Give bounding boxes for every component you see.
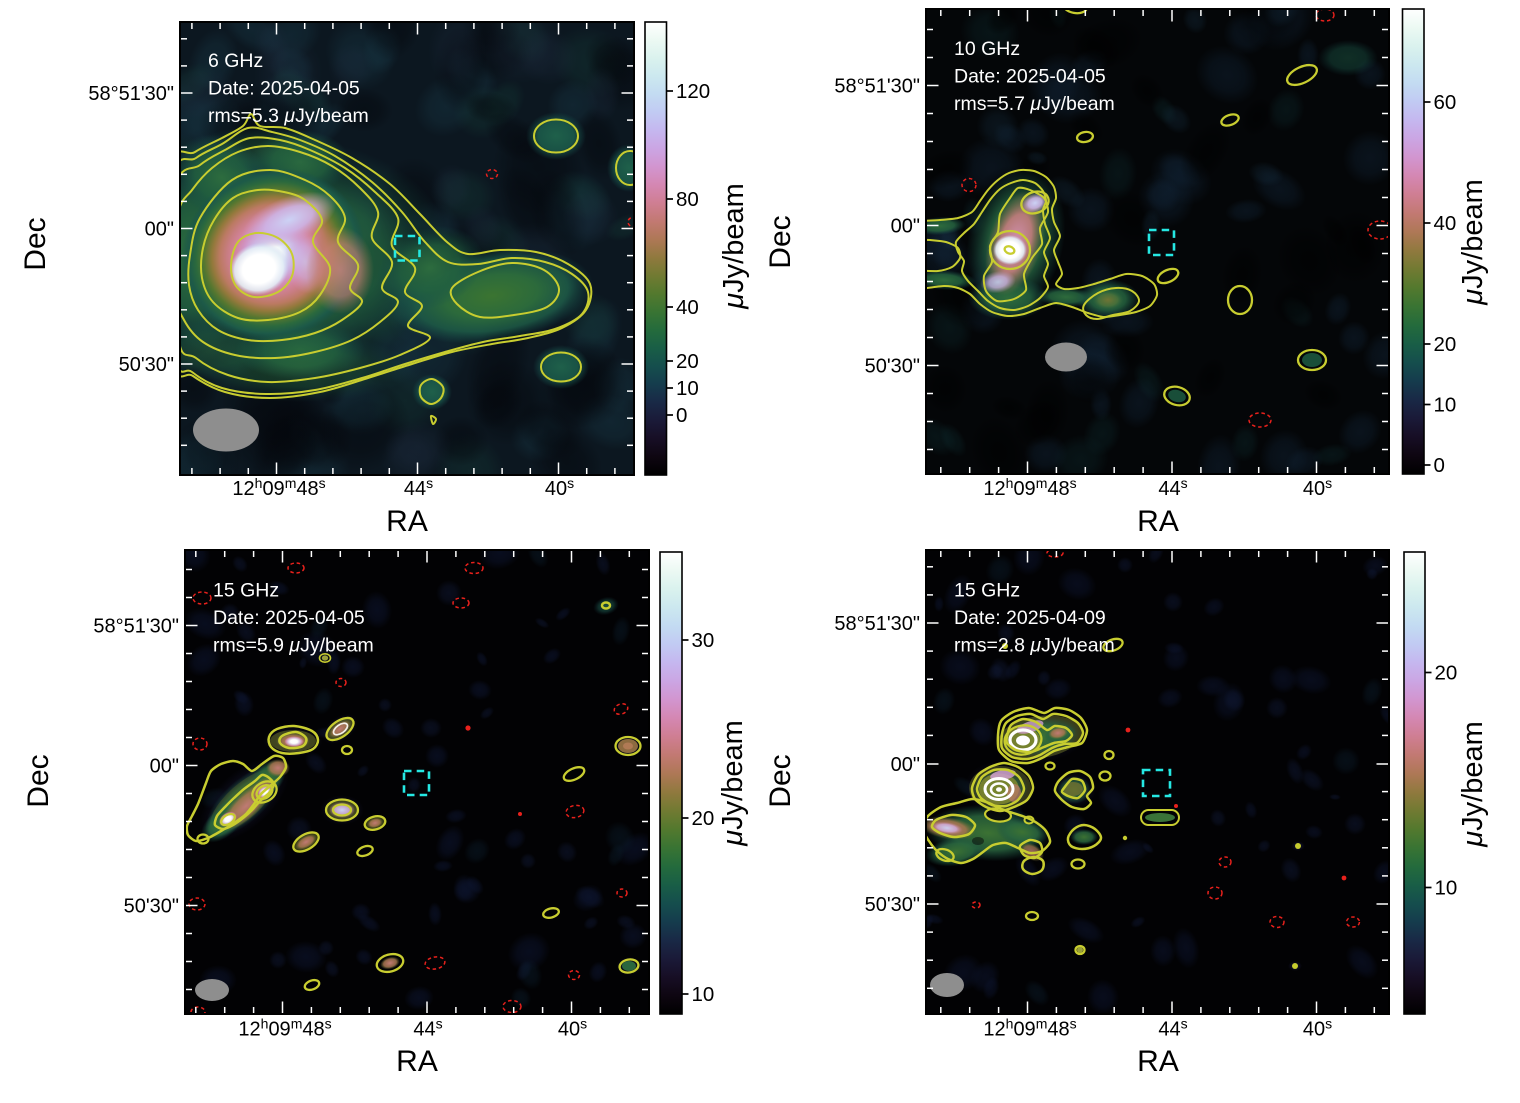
svg-text:10 GHz: 10 GHz <box>954 38 1020 60</box>
svg-text:μJy/beam: μJy/beam <box>718 183 750 310</box>
svg-text:40: 40 <box>1434 212 1457 235</box>
svg-text:50'30": 50'30" <box>865 894 920 916</box>
svg-text:20: 20 <box>676 350 699 373</box>
svg-text:44s: 44s <box>404 475 433 500</box>
svg-text:50'30": 50'30" <box>119 354 174 376</box>
svg-text:12h09m48s: 12h09m48s <box>983 475 1076 500</box>
svg-text:Dec: Dec <box>764 215 797 268</box>
svg-text:20: 20 <box>692 807 715 830</box>
svg-text:μJy/beam: μJy/beam <box>717 720 749 847</box>
svg-text:Date: 2025-04-05: Date: 2025-04-05 <box>213 607 365 629</box>
svg-text:15 GHz: 15 GHz <box>954 580 1020 602</box>
svg-text:10: 10 <box>1434 394 1457 417</box>
svg-text:80: 80 <box>676 188 699 211</box>
svg-text:0: 0 <box>1434 454 1445 477</box>
svg-text:30: 30 <box>692 629 715 652</box>
svg-text:rms=5.3 μJy/beam: rms=5.3 μJy/beam <box>208 105 369 127</box>
svg-text:RA: RA <box>1137 505 1179 538</box>
svg-text:6 GHz: 6 GHz <box>208 50 263 72</box>
svg-text:μJy/beam: μJy/beam <box>1457 179 1489 306</box>
svg-text:00": 00" <box>145 219 174 241</box>
svg-text:rms=2.8 μJy/beam: rms=2.8 μJy/beam <box>954 635 1115 657</box>
svg-text:Date: 2025-04-05: Date: 2025-04-05 <box>954 66 1106 88</box>
svg-text:44s: 44s <box>1158 1016 1187 1041</box>
svg-text:10: 10 <box>1435 877 1458 900</box>
svg-text:58°51'30": 58°51'30" <box>93 616 179 638</box>
svg-text:00": 00" <box>150 756 179 778</box>
svg-text:58°51'30": 58°51'30" <box>834 613 920 635</box>
svg-text:10: 10 <box>676 377 699 400</box>
svg-text:0: 0 <box>676 404 687 427</box>
svg-text:Dec: Dec <box>19 217 52 270</box>
svg-text:50'30": 50'30" <box>865 356 920 378</box>
svg-text:RA: RA <box>396 1045 438 1078</box>
svg-text:00": 00" <box>891 216 920 238</box>
svg-text:40: 40 <box>676 296 699 319</box>
svg-text:50'30": 50'30" <box>124 896 179 918</box>
svg-text:20: 20 <box>1434 333 1457 356</box>
svg-text:58°51'30": 58°51'30" <box>88 83 174 105</box>
svg-text:40s: 40s <box>558 1016 587 1041</box>
svg-text:40s: 40s <box>1303 475 1332 500</box>
svg-text:12h09m48s: 12h09m48s <box>238 1016 331 1041</box>
svg-text:RA: RA <box>1137 1045 1179 1078</box>
svg-text:μJy/beam: μJy/beam <box>1457 721 1489 848</box>
svg-text:60: 60 <box>1434 91 1457 114</box>
svg-text:15 GHz: 15 GHz <box>213 580 279 602</box>
svg-text:Dec: Dec <box>22 754 55 807</box>
svg-text:40s: 40s <box>545 475 574 500</box>
svg-text:120: 120 <box>676 80 710 103</box>
svg-text:Date: 2025-04-05: Date: 2025-04-05 <box>208 78 360 100</box>
svg-text:44s: 44s <box>1158 475 1187 500</box>
svg-text:Date: 2025-04-09: Date: 2025-04-09 <box>954 607 1106 629</box>
svg-text:00": 00" <box>891 754 920 776</box>
svg-text:20: 20 <box>1435 662 1458 685</box>
svg-text:RA: RA <box>386 505 428 538</box>
svg-text:12h09m48s: 12h09m48s <box>232 475 325 500</box>
svg-text:rms=5.7 μJy/beam: rms=5.7 μJy/beam <box>954 93 1115 115</box>
svg-text:Dec: Dec <box>764 754 797 807</box>
svg-text:58°51'30": 58°51'30" <box>834 76 920 98</box>
svg-text:rms=5.9 μJy/beam: rms=5.9 μJy/beam <box>213 635 374 657</box>
svg-text:44s: 44s <box>413 1016 442 1041</box>
svg-text:10: 10 <box>692 983 715 1006</box>
svg-text:40s: 40s <box>1303 1016 1332 1041</box>
svg-text:12h09m48s: 12h09m48s <box>983 1016 1076 1041</box>
